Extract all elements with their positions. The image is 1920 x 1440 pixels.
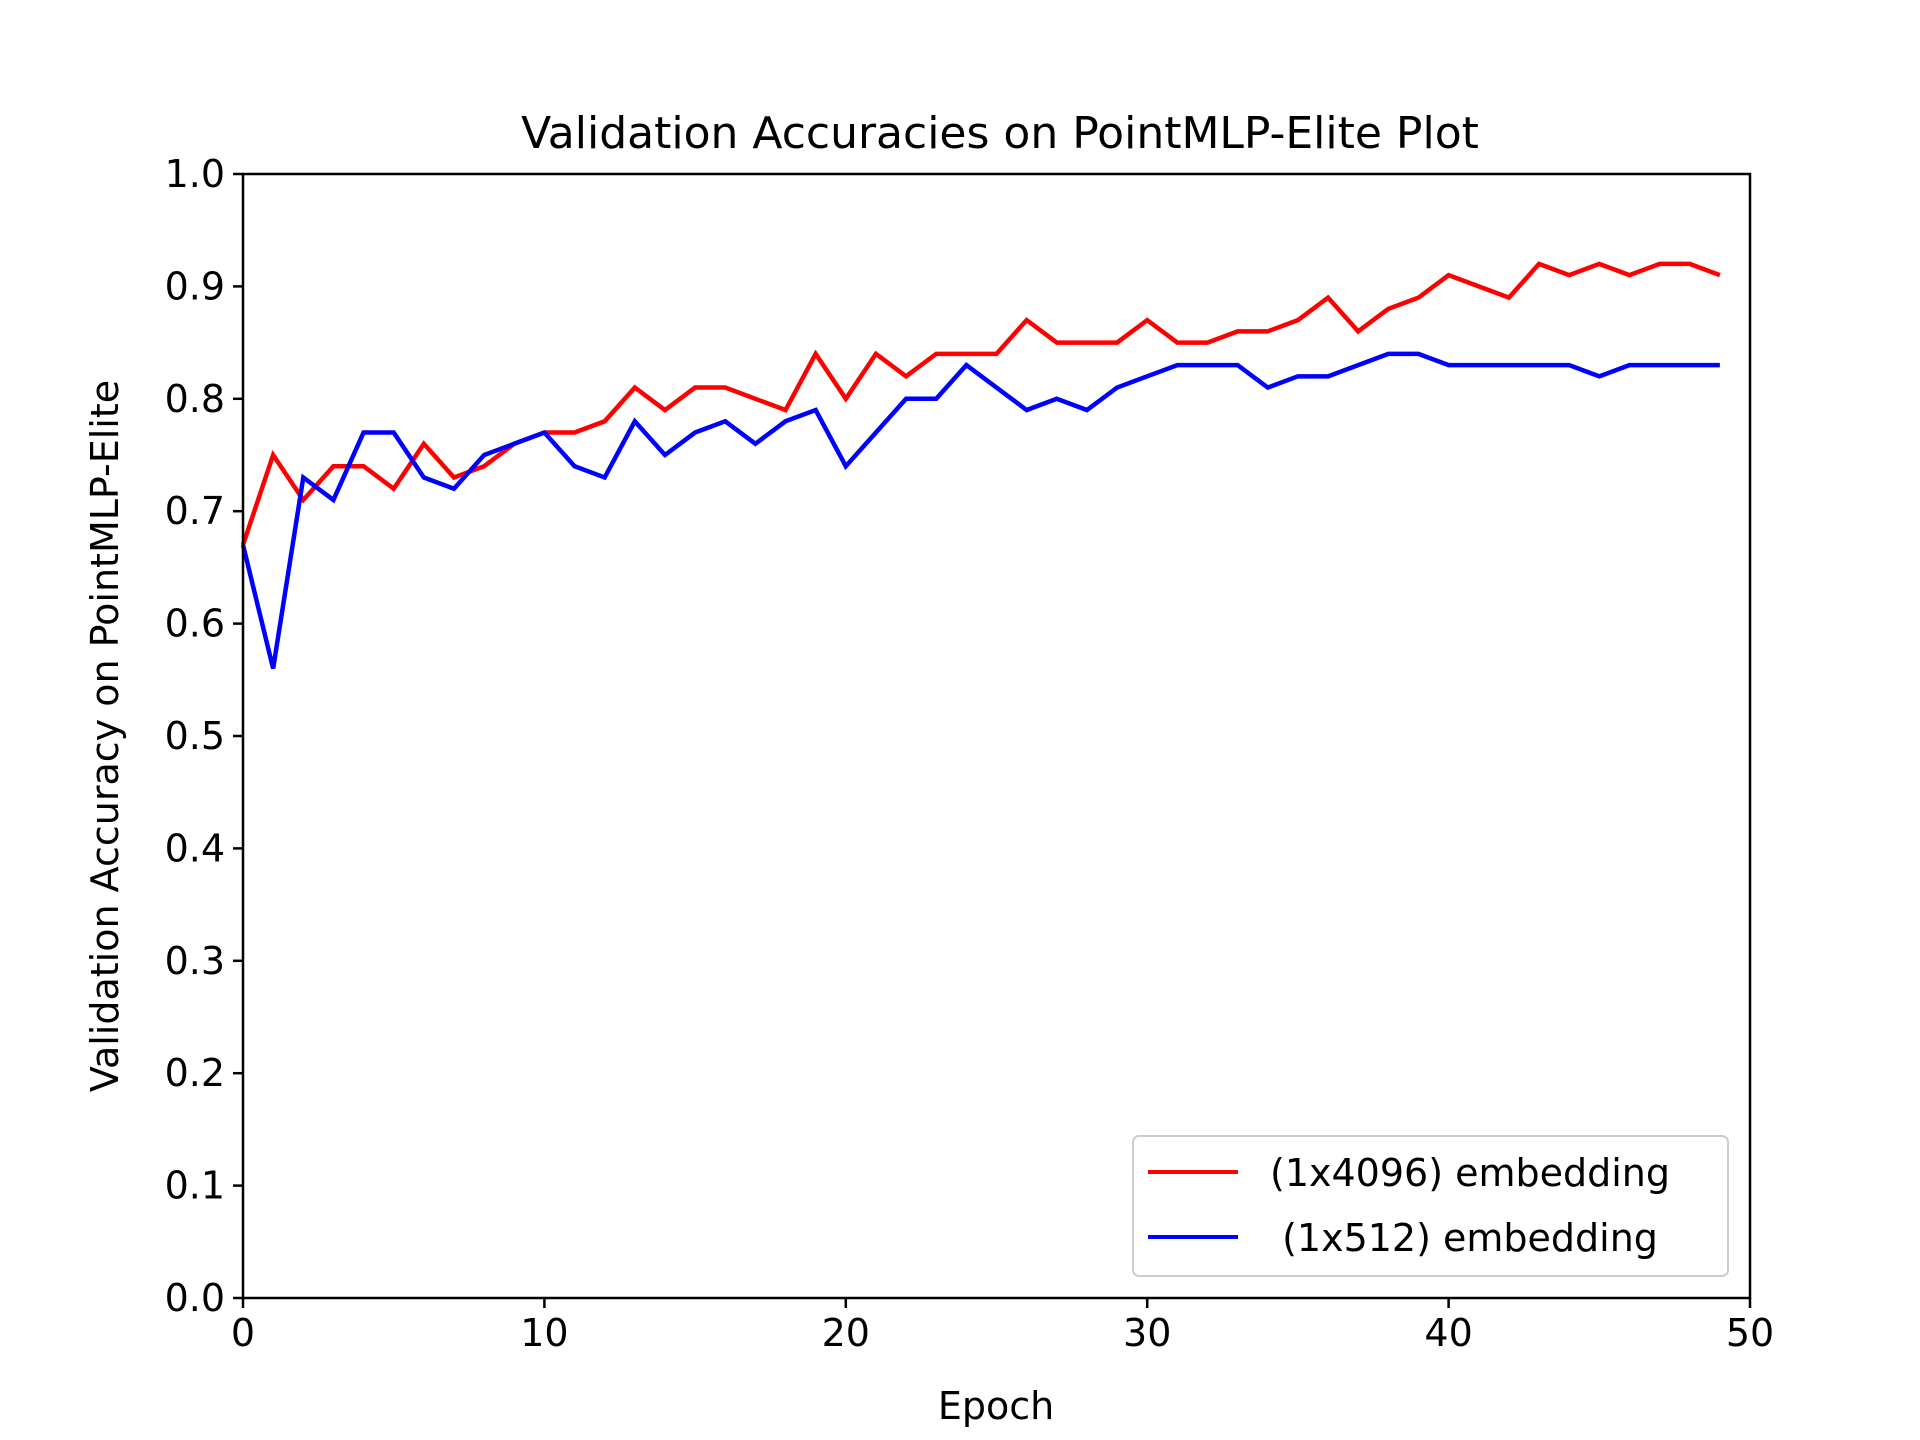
legend: (1x4096) embedding (1x512) embedding	[1132, 1135, 1729, 1277]
x-axis-ticks: 0 10 20 30 40 50	[231, 1298, 1774, 1355]
y-tick-label: 0.3	[165, 939, 225, 983]
chart-title: Validation Accuracies on PointMLP-Elite …	[521, 108, 1479, 159]
y-tick-label: 0.6	[165, 602, 225, 646]
x-tick-label: 40	[1424, 1311, 1472, 1355]
y-tick-label: 0.9	[165, 264, 225, 308]
y-tick-label: 0.0	[165, 1276, 225, 1320]
x-tick-label: 0	[231, 1311, 255, 1355]
y-axis-label: Validation Accuracy on PointMLP-Elite	[83, 380, 127, 1092]
x-axis-label: Epoch	[938, 1384, 1054, 1428]
legend-label-series-2: (1x512) embedding	[1270, 1216, 1658, 1260]
x-tick-label: 30	[1123, 1311, 1171, 1355]
legend-label-series-1: (1x4096) embedding	[1270, 1151, 1670, 1195]
x-tick-label: 20	[822, 1311, 870, 1355]
y-tick-label: 0.1	[165, 1164, 225, 1208]
y-tick-label: 0.2	[165, 1051, 225, 1095]
y-tick-label: 1.0	[165, 152, 225, 196]
x-tick-label: 10	[520, 1311, 568, 1355]
series-line-1	[240, 261, 1721, 546]
series-line-2	[240, 351, 1720, 670]
y-tick-label: 0.5	[165, 714, 225, 758]
series-layer	[240, 261, 1721, 670]
y-tick-label: 0.8	[165, 377, 225, 421]
x-tick-label: 50	[1726, 1311, 1774, 1355]
plot-frame	[241, 172, 1752, 1300]
y-axis-ticks: 0.0 0.1 0.2 0.3 0.4 0.5 0.6 0.7 0.8 0.9 1.0	[165, 152, 243, 1320]
y-tick-label: 0.4	[165, 826, 225, 870]
y-tick-label: 0.7	[165, 489, 225, 533]
legend-box	[1132, 1135, 1729, 1277]
